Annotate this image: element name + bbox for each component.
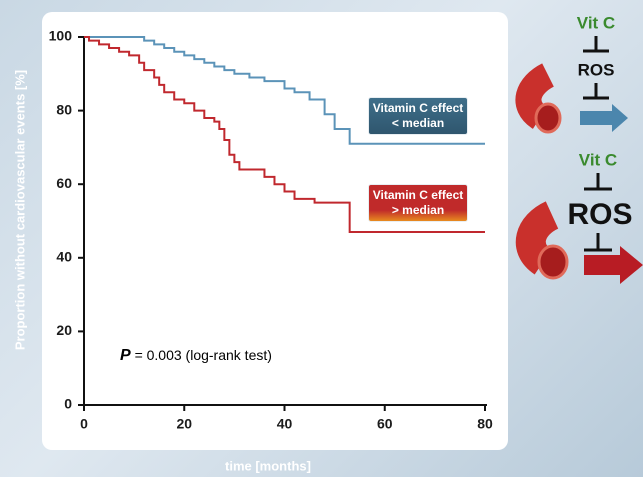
- y-tick-label: 20: [56, 322, 72, 338]
- annotation-text: = 0.003 (log-rank test): [135, 347, 272, 363]
- x-axis-label: time [months]: [225, 458, 311, 473]
- annotation: P = 0.003 (log-rank test): [120, 347, 272, 365]
- inhibit-symbol: [583, 36, 609, 53]
- inhibit-symbol: [583, 83, 609, 100]
- y-tick-label: 0: [64, 396, 72, 412]
- x-tick-label: 40: [277, 416, 293, 432]
- annotation-symbol: P: [120, 347, 131, 364]
- inhibit-symbol: [584, 173, 612, 191]
- target-label: ROS: [578, 60, 615, 79]
- arrow: [584, 246, 643, 284]
- vessel-end: [534, 102, 562, 134]
- x-tick-label: 0: [80, 416, 88, 432]
- legend-entry: Vitamin C effect < median: [368, 97, 468, 135]
- agent-label: Vit C: [579, 150, 617, 169]
- target-label: ROS: [567, 198, 632, 231]
- x-tick-label: 20: [176, 416, 192, 432]
- survival-curve: [84, 36, 485, 145]
- vessel-end: [537, 244, 569, 280]
- survival-curve: [84, 36, 485, 234]
- y-tick-label: 60: [56, 175, 72, 191]
- legend-entry: Vitamin C effect > median: [368, 184, 468, 222]
- y-tick-label: 40: [56, 249, 72, 265]
- y-tick-label: 80: [56, 101, 72, 117]
- inhibit-symbol: [584, 233, 612, 252]
- y-tick-label: 100: [49, 28, 73, 44]
- diagram: Vit C ROS Vit C ROS: [515, 13, 643, 284]
- agent-label: Vit C: [577, 13, 615, 32]
- arrow: [580, 104, 628, 132]
- plot-panel: [42, 12, 508, 450]
- y-axis-label: Proportion without cardiovascular events…: [12, 70, 27, 350]
- x-tick-label: 80: [477, 416, 493, 432]
- x-tick-label: 60: [377, 416, 393, 432]
